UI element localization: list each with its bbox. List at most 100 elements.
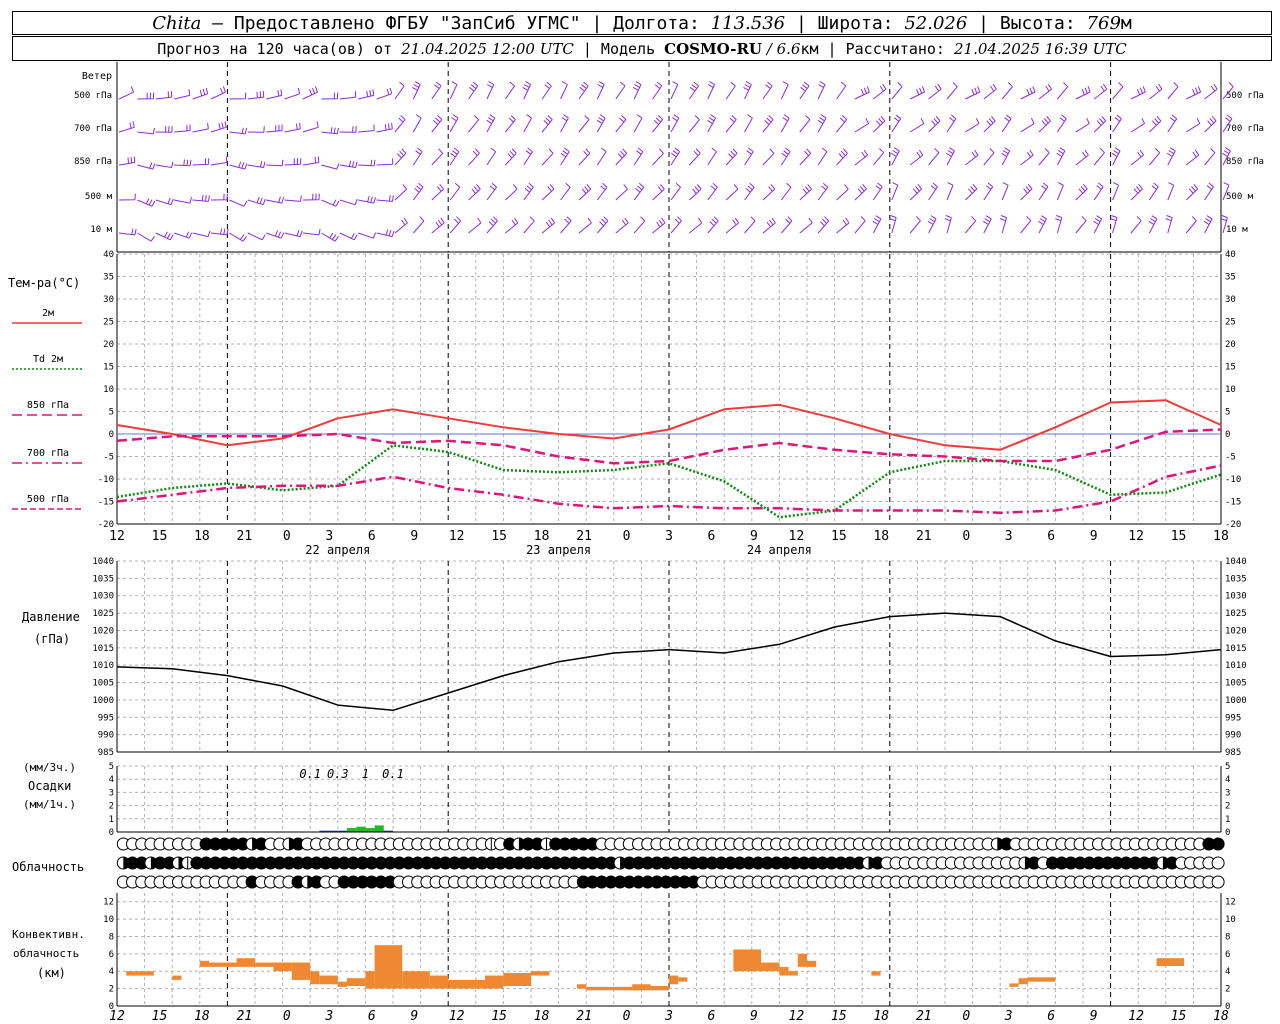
wind-barb (928, 182, 938, 201)
conv-bar (485, 975, 504, 989)
wind-barb (799, 81, 810, 100)
conv-xtick: 18 (194, 1009, 210, 1024)
wind-barb (192, 158, 210, 166)
temp-tick-right: -15 (1225, 498, 1241, 508)
conv-xtick: 21 (237, 1009, 253, 1024)
temp-xtick: 15 (831, 529, 847, 544)
pressure-tick-right: 1025 (1225, 609, 1247, 619)
model-resolution: / 6.6 (762, 40, 801, 58)
wind-barb (725, 217, 740, 234)
conv-xtick: 0 (283, 1009, 291, 1024)
init-time: 21.04.2025 12:00 UTC (401, 40, 574, 58)
wind-barb (339, 91, 357, 100)
wind-barb (965, 86, 981, 100)
wind-barb (541, 81, 552, 100)
wind-barb (1167, 182, 1175, 201)
precip-bar (337, 830, 347, 832)
conv-tick-left: 2 (109, 985, 114, 995)
wind-barb (431, 115, 443, 133)
wind-barb (707, 182, 718, 201)
wind-barb (1093, 215, 1103, 234)
wind-barb (192, 87, 209, 100)
latitude-label: | Широта: (785, 13, 905, 34)
provider-label: — Предоставлено ФГБУ "ЗапСиб УГМС" | Дол… (201, 13, 711, 34)
wind-barb (689, 184, 702, 201)
wind-barb (266, 196, 284, 204)
wind-barb (909, 149, 924, 166)
temp-xtick: 9 (750, 529, 758, 544)
wind-barb (210, 193, 228, 201)
wind-barb (1148, 182, 1159, 201)
wind-barb (376, 87, 393, 100)
conv-xtick: 12 (1128, 1009, 1144, 1024)
temp-xtick: 3 (1005, 529, 1013, 544)
temp-date-label: 24 апреля (747, 543, 812, 557)
conv-xtick: 0 (962, 1009, 970, 1024)
wind-barb (284, 230, 303, 238)
wind-barb (522, 81, 532, 100)
pressure-tick-left: 1025 (92, 609, 114, 619)
wind-barb (321, 232, 339, 242)
conv-xtick: 15 (491, 1009, 507, 1024)
temp-tick-right: -20 (1225, 520, 1241, 530)
wind-barb (652, 184, 665, 201)
wind-barb (1130, 149, 1145, 166)
wind-barb (505, 184, 518, 201)
conv-bar (650, 986, 669, 991)
temp-tick-right: 0 (1225, 430, 1230, 440)
wind-barb (321, 92, 339, 100)
temp-series-line (116, 464, 1222, 515)
precip-tick-left: 1 (109, 815, 114, 825)
conv-tick-left: 12 (103, 898, 114, 908)
wind-barb (376, 122, 393, 133)
wind-barb (817, 182, 829, 201)
wind-barb (1057, 82, 1069, 100)
conv-tick-right: 2 (1225, 985, 1230, 995)
wind-barb (137, 92, 155, 100)
wind-barb (302, 86, 318, 100)
pressure-tick-right: 1040 (1225, 557, 1247, 567)
wind-barb (1222, 114, 1233, 133)
wind-barb (376, 229, 395, 238)
wind-barb (155, 91, 173, 100)
pressure-tick-left: 1005 (92, 679, 114, 689)
temp-xtick: 3 (665, 529, 673, 544)
temp-xtick: 0 (623, 529, 631, 544)
temp-series-line (116, 444, 1222, 519)
wind-barb (946, 147, 955, 166)
conv-xtick: 9 (410, 1009, 418, 1024)
conv-tick-right: 12 (1225, 898, 1236, 908)
conv-bar (402, 971, 430, 989)
wind-barb (118, 193, 136, 201)
wind-barb (486, 147, 497, 166)
wind-barb (321, 127, 339, 135)
longitude-value: 113.536 (710, 13, 786, 34)
precip-tick-left: 0 (109, 828, 114, 838)
temp-xtick: 6 (1047, 529, 1055, 544)
conv-yunit: (км) (37, 966, 66, 980)
wind-barb (780, 147, 791, 166)
conv-xtick: 18 (534, 1009, 550, 1024)
conv-xtick: 9 (750, 1009, 758, 1024)
pressure-tick-left: 1000 (92, 696, 114, 706)
wind-barb (1130, 183, 1143, 201)
precip-tick-left: 4 (109, 775, 114, 785)
conv-xtick: 3 (1004, 1009, 1013, 1024)
temp-tick-right: 10 (1225, 385, 1236, 395)
wind-barb (946, 182, 954, 201)
temp-series-line (116, 428, 1222, 465)
wind-barb (1149, 83, 1163, 100)
wind-barb (229, 127, 247, 135)
precip-bar (374, 825, 384, 832)
wind-barb (210, 121, 227, 133)
wind-barb (486, 216, 498, 234)
conv-bar (209, 962, 237, 967)
wind-barb (358, 124, 375, 133)
conv-bar (761, 962, 780, 972)
wind-barb (1038, 83, 1053, 100)
wind-barb (578, 184, 592, 201)
wind-barb (523, 147, 533, 166)
wind-barb (891, 82, 903, 100)
wind-barb (155, 126, 173, 133)
wind-barb (928, 83, 942, 100)
